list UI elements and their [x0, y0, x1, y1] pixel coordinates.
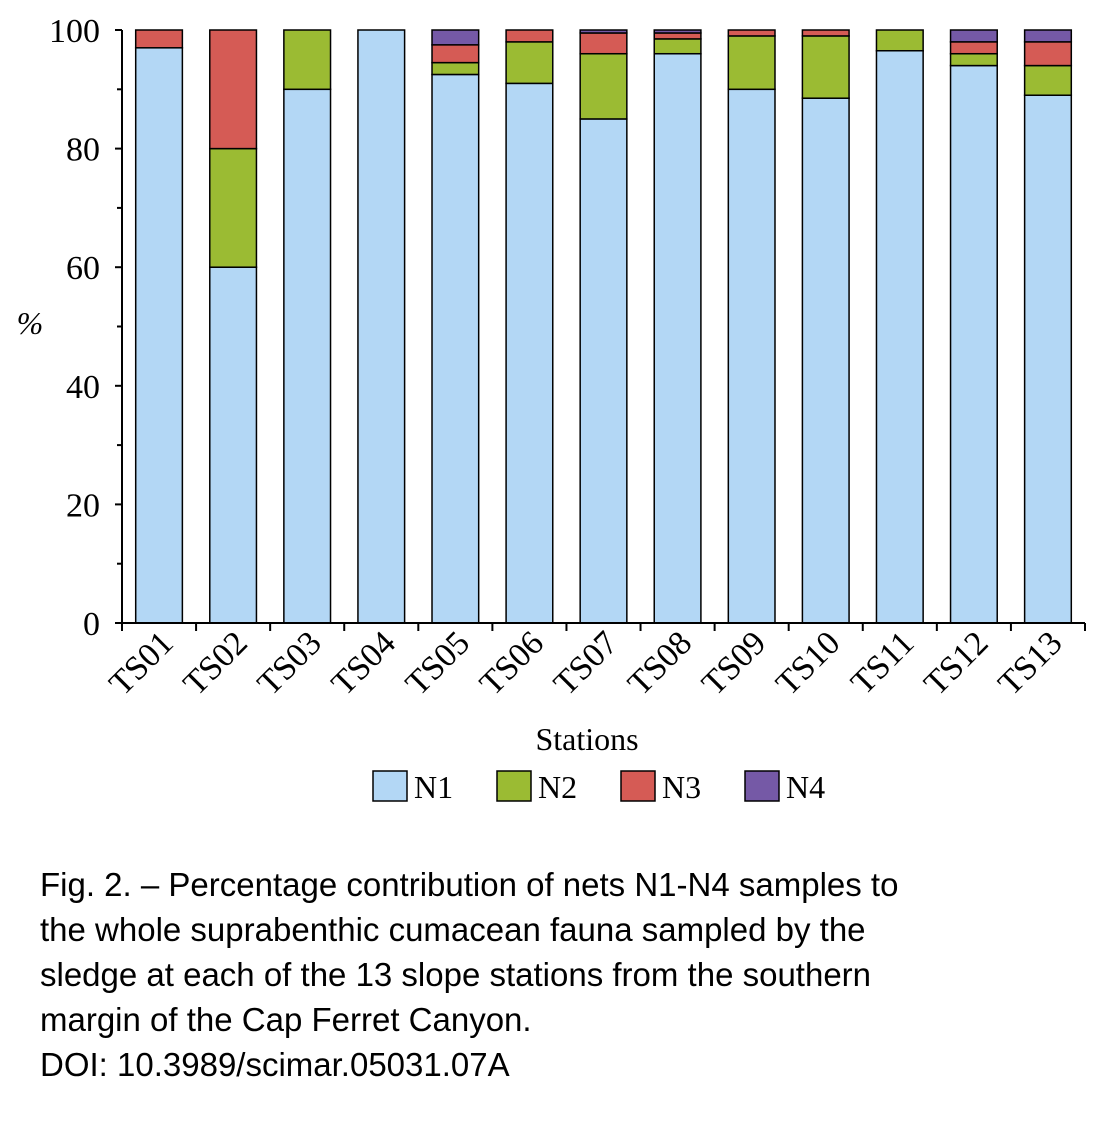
bar-ts05-n2	[431, 61, 480, 76]
x-tick-label-ts02: TS02	[177, 624, 255, 702]
bar-ts10-n2	[801, 35, 850, 99]
y-tick-label: 80	[66, 132, 100, 169]
caption-line-2: the whole suprabenthic cumacean fauna sa…	[40, 911, 866, 948]
figure-caption: Fig. 2. – Percentage contribution of net…	[40, 862, 1080, 1087]
bar-ts05-n4	[431, 29, 480, 46]
legend-label-n1: N1	[414, 769, 453, 805]
x-tick-label-ts09: TS09	[695, 624, 773, 702]
bar-ts07-n1	[579, 118, 628, 624]
caption-line-5: DOI: 10.3989/scimar.05031.07A	[40, 1046, 510, 1083]
bar-ts03-n2	[283, 29, 332, 91]
x-tick-label-ts13: TS13	[991, 624, 1069, 702]
bar-ts04-n1	[357, 29, 406, 624]
bar-ts03-n1	[283, 88, 332, 624]
legend-label-n4: N4	[786, 769, 825, 805]
bar-ts07-n3	[579, 32, 628, 55]
legend: N1 N2 N3 N4	[372, 769, 825, 805]
bar-ts13-n3	[1023, 41, 1073, 67]
y-tick-label: 40	[66, 369, 100, 406]
x-tick-labels: TS01TS02TS03TS04TS05TS06TS07TS08TS09TS10…	[102, 624, 1069, 702]
bar-ts10-n3	[801, 29, 850, 37]
x-tick-label-ts08: TS08	[621, 624, 699, 702]
legend-swatch-n2	[496, 770, 532, 802]
caption-line-1: Fig. 2. – Percentage contribution of net…	[40, 866, 899, 903]
bar-ts12-n3	[949, 41, 998, 55]
bar-ts08-n2	[653, 38, 702, 55]
legend-swatch-n4	[744, 770, 780, 802]
bar-ts12-n4	[949, 29, 998, 43]
x-tick-label-ts06: TS06	[473, 624, 551, 702]
y-tick-label: 100	[49, 13, 100, 50]
bar-ts11-n1	[875, 50, 924, 624]
bar-ts12-n2	[949, 52, 998, 67]
x-tick-label-ts07: TS07	[547, 624, 625, 702]
y-axis-title: %	[17, 305, 44, 341]
axes-layer	[115, 29, 1086, 631]
bar-ts09-n3	[727, 29, 776, 37]
legend-label-n3: N3	[662, 769, 701, 805]
x-tick-label-ts10: TS10	[769, 624, 847, 702]
bar-ts07-n2	[579, 52, 628, 120]
x-axis-title: Stations	[535, 721, 638, 757]
x-tick-label-ts05: TS05	[399, 624, 477, 702]
bar-ts06-n3	[505, 29, 554, 43]
bar-ts12-n1	[949, 64, 998, 624]
bars-layer	[134, 29, 1073, 624]
bar-ts09-n1	[727, 88, 776, 624]
x-tick-label-ts03: TS03	[251, 624, 329, 702]
x-tick-label-ts04: TS04	[325, 624, 403, 702]
bar-ts05-n3	[431, 44, 480, 64]
bar-ts13-n2	[1023, 64, 1073, 96]
legend-swatch-n3	[620, 770, 656, 802]
caption-line-3: sledge at each of the 13 slope stations …	[40, 956, 872, 993]
bar-ts01-n1	[134, 47, 184, 624]
y-tick-labels: 0 20 40 60 80 100	[49, 13, 100, 643]
bar-ts01-n3	[134, 29, 184, 49]
bar-ts06-n2	[505, 41, 554, 85]
bar-ts08-n1	[653, 52, 702, 624]
bar-ts08-n4	[653, 29, 702, 34]
bar-ts11-n2	[875, 29, 924, 52]
y-tick-label: 20	[66, 487, 100, 524]
bar-ts02-n3	[209, 29, 258, 150]
legend-swatch-n1	[372, 770, 408, 802]
bar-ts13-n1	[1023, 94, 1073, 624]
bar-ts10-n1	[801, 97, 850, 624]
x-tick-label-ts01: TS01	[102, 624, 180, 702]
bar-ts07-n4	[579, 29, 628, 34]
bar-ts06-n1	[505, 82, 554, 624]
y-tick-label: 60	[66, 250, 100, 287]
bar-ts05-n1	[431, 73, 480, 624]
bar-ts02-n2	[209, 147, 258, 268]
x-tick-label-ts11: TS11	[844, 624, 921, 701]
bar-ts08-n3	[653, 32, 702, 40]
legend-label-n2: N2	[538, 769, 577, 805]
bar-ts02-n1	[209, 266, 258, 624]
caption-line-4: margin of the Cap Ferret Canyon.	[40, 1001, 532, 1038]
x-tick-label-ts12: TS12	[917, 624, 995, 702]
bar-ts13-n4	[1023, 29, 1073, 43]
bar-ts09-n2	[727, 35, 776, 91]
y-tick-label: 0	[83, 606, 100, 643]
